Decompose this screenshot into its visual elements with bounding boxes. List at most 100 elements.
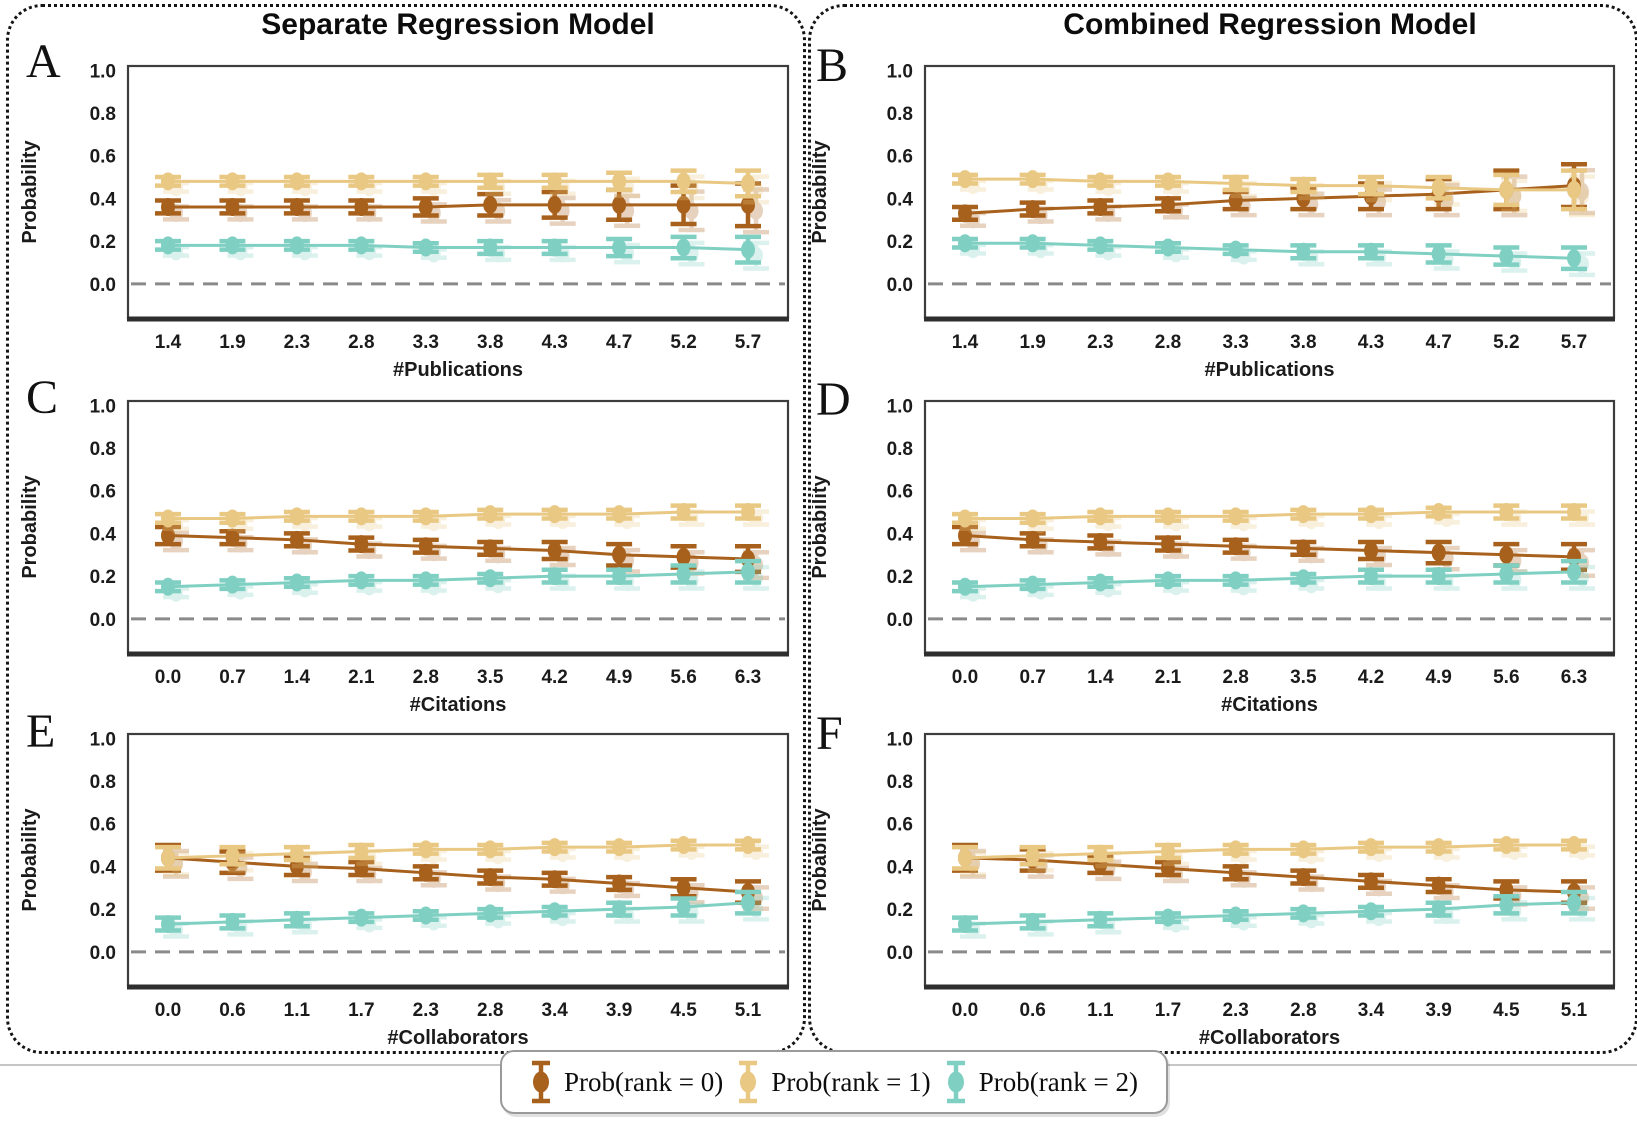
svg-text:2.8: 2.8: [1155, 332, 1181, 353]
panel-letter-e: E: [26, 705, 56, 758]
svg-text:3.8: 3.8: [1290, 332, 1316, 353]
svg-text:0.6: 0.6: [887, 147, 913, 168]
svg-text:0.2: 0.2: [90, 900, 116, 921]
svg-text:3.3: 3.3: [1222, 332, 1248, 353]
svg-text:4.7: 4.7: [606, 332, 632, 353]
errorbar-rank0-icon: [530, 1058, 552, 1106]
svg-text:4.9: 4.9: [606, 667, 632, 688]
series-rank2: [155, 558, 769, 602]
series-rank2: [952, 889, 1595, 940]
svg-text:Probability: Probability: [19, 139, 41, 243]
svg-text:4.2: 4.2: [1358, 667, 1384, 688]
svg-text:5.2: 5.2: [670, 332, 696, 353]
svg-text:1.1: 1.1: [284, 1000, 311, 1021]
svg-text:Probability: Probability: [19, 807, 41, 911]
series-rank2: [155, 234, 769, 271]
svg-text:1.4: 1.4: [155, 332, 182, 353]
svg-text:5.6: 5.6: [670, 667, 696, 688]
svg-text:0.6: 0.6: [90, 147, 116, 168]
series-rank1: [952, 503, 1595, 534]
legend: Prob(rank = 0) Prob(rank = 1) Prob(rank …: [500, 1050, 1168, 1114]
svg-text:0.8: 0.8: [90, 104, 116, 125]
chart-panel-f: 1.0 0.8 0.6 0.4 0.2 0.0 Probability 0.0 0.6 1.1 1.…: [812, 718, 1630, 1050]
svg-text:Probability: Probability: [19, 474, 41, 578]
svg-text:1.7: 1.7: [1155, 1000, 1181, 1021]
svg-text:2.8: 2.8: [1222, 667, 1248, 688]
svg-text:0.8: 0.8: [90, 772, 116, 793]
svg-text:2.3: 2.3: [284, 332, 310, 353]
svg-text:4.9: 4.9: [1425, 667, 1451, 688]
legend-label-rank0: Prob(rank = 0): [564, 1066, 724, 1097]
series-rank1: [155, 168, 769, 205]
svg-text:#Publications: #Publications: [393, 359, 523, 381]
svg-text:6.3: 6.3: [1561, 667, 1587, 688]
chart-svg-f: 1.0 0.8 0.6 0.4 0.2 0.0 Probability 0.0 0.6 1.1 1.…: [812, 729, 1616, 1049]
svg-text:0.4: 0.4: [90, 524, 117, 545]
svg-text:0.6: 0.6: [90, 815, 116, 836]
svg-text:2.1: 2.1: [348, 667, 375, 688]
svg-text:5.1: 5.1: [735, 1000, 762, 1021]
svg-text:3.9: 3.9: [606, 1000, 632, 1021]
svg-text:3.5: 3.5: [477, 667, 504, 688]
svg-text:0.4: 0.4: [887, 857, 914, 878]
svg-text:Probability: Probability: [812, 807, 831, 911]
svg-text:1.9: 1.9: [1019, 332, 1045, 353]
svg-text:1.0: 1.0: [90, 61, 116, 82]
svg-text:3.5: 3.5: [1290, 667, 1317, 688]
series-rank2: [155, 889, 769, 940]
series-rank2: [952, 558, 1595, 602]
series-rank1: [952, 168, 1595, 218]
svg-text:0.0: 0.0: [887, 943, 913, 964]
svg-text:0.0: 0.0: [887, 275, 913, 296]
svg-text:5.2: 5.2: [1493, 332, 1519, 353]
svg-text:2.8: 2.8: [477, 1000, 503, 1021]
svg-text:#Publications: #Publications: [1204, 359, 1334, 381]
legend-entry-rank0: Prob(rank = 0): [530, 1058, 723, 1106]
svg-text:0.0: 0.0: [155, 1000, 181, 1021]
svg-text:0.4: 0.4: [90, 189, 117, 210]
svg-text:1.9: 1.9: [219, 332, 245, 353]
svg-text:4.7: 4.7: [1425, 332, 1451, 353]
svg-text:1.1: 1.1: [1087, 1000, 1114, 1021]
svg-text:Probability: Probability: [812, 139, 831, 243]
svg-text:0.0: 0.0: [155, 667, 181, 688]
svg-text:0.0: 0.0: [90, 275, 116, 296]
series-rank1: [155, 503, 769, 534]
svg-text:0.2: 0.2: [90, 567, 116, 588]
series-rank0: [155, 181, 769, 235]
svg-text:2.8: 2.8: [1290, 1000, 1316, 1021]
chart-svg-c: 1.0 0.8 0.6 0.4 0.2 0.0 Probability 0.0 0.7 1.4 2.…: [19, 396, 790, 716]
svg-text:0.4: 0.4: [887, 189, 914, 210]
svg-text:1.4: 1.4: [952, 332, 979, 353]
svg-text:4.3: 4.3: [541, 332, 567, 353]
svg-text:0.2: 0.2: [887, 232, 913, 253]
series-rank1: [155, 836, 769, 877]
panel-letter-a: A: [26, 35, 61, 88]
svg-text:0.4: 0.4: [90, 857, 117, 878]
svg-text:5.7: 5.7: [735, 332, 761, 353]
svg-text:#Citations: #Citations: [410, 694, 507, 716]
svg-text:#Collaborators: #Collaborators: [387, 1027, 528, 1049]
svg-text:2.8: 2.8: [413, 667, 439, 688]
panel-letter-d: D: [816, 373, 851, 426]
svg-text:#Collaborators: #Collaborators: [1199, 1027, 1340, 1049]
svg-text:Probability: Probability: [812, 474, 831, 578]
svg-text:6.3: 6.3: [735, 667, 761, 688]
svg-text:0.6: 0.6: [1019, 1000, 1045, 1021]
errorbar-rank1-icon: [737, 1058, 759, 1106]
svg-text:2.3: 2.3: [413, 1000, 439, 1021]
svg-text:2.8: 2.8: [348, 332, 374, 353]
svg-text:0.8: 0.8: [90, 439, 116, 460]
chart-panel-b: 1.0 0.8 0.6 0.4 0.2 0.0 Probability 1.4 1.9 2.3 2.…: [812, 50, 1630, 382]
panel-letter-b: B: [816, 39, 849, 92]
svg-text:1.0: 1.0: [90, 729, 116, 750]
svg-text:0.4: 0.4: [887, 524, 914, 545]
svg-text:1.0: 1.0: [887, 396, 913, 417]
svg-text:5.1: 5.1: [1561, 1000, 1588, 1021]
separate-model-border-box: [6, 4, 806, 1054]
svg-text:1.4: 1.4: [1087, 667, 1114, 688]
svg-text:0.8: 0.8: [887, 104, 913, 125]
chart-svg-e: 1.0 0.8 0.6 0.4 0.2 0.0 Probability 0.0 0.6 1.1 1.…: [19, 729, 790, 1049]
svg-text:0.8: 0.8: [887, 439, 913, 460]
